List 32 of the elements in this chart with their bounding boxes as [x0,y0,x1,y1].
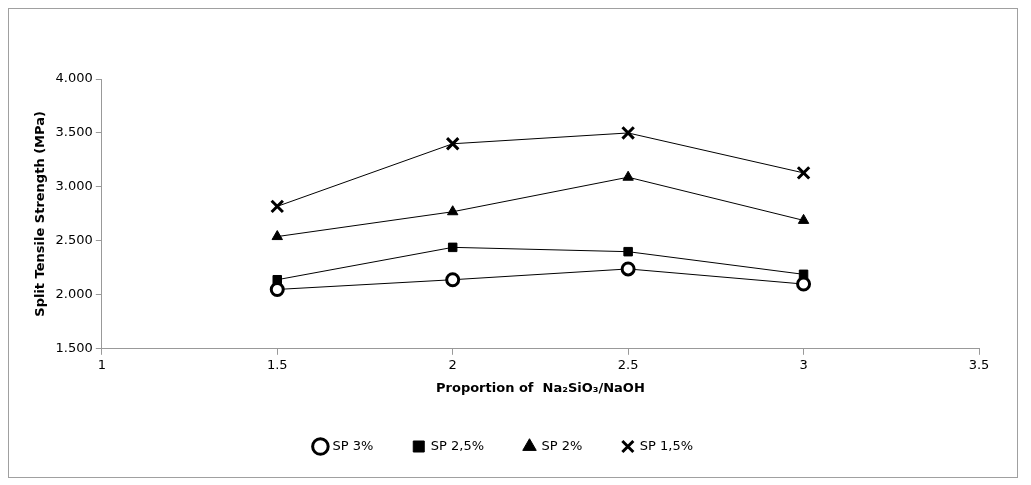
point [445,136,460,151]
point [620,261,636,277]
point [447,242,458,253]
legend-label: SP 2% [541,437,583,453]
y-tick-label: 2.000 [55,286,93,302]
x-axis-title: Proportion of Na₂SiO₃/NaOH [436,379,645,395]
point [445,272,461,288]
point [797,213,810,224]
point [796,276,812,292]
x-tick-label: 2.5 [617,356,639,372]
y-tick-label: 2.500 [55,232,93,248]
point [270,199,285,214]
y-tick-label: 4.000 [55,70,93,86]
point [796,165,811,181]
point [269,281,285,297]
point [271,230,283,241]
y-tick-label: 1.500 [55,340,93,356]
y-tick-label: 3.500 [55,124,93,140]
x-tick-label: 3 [799,356,808,372]
point [620,125,636,141]
x-tick-label: 1 [97,356,106,372]
x-tick-label: 1.5 [266,356,288,372]
x-tick-label: 2 [448,356,457,372]
x-tick-label: 3.5 [968,356,990,372]
point [446,205,459,216]
point [622,170,634,181]
point [623,246,633,257]
y-tick-label: 3.000 [55,178,93,194]
y-axis-title: Split Tensile Strength (MPa) [32,111,48,317]
legend-label: SP 2,5% [430,437,485,453]
legend-label: SP 1,5% [639,437,694,453]
legend-label: SP 3% [332,437,374,453]
